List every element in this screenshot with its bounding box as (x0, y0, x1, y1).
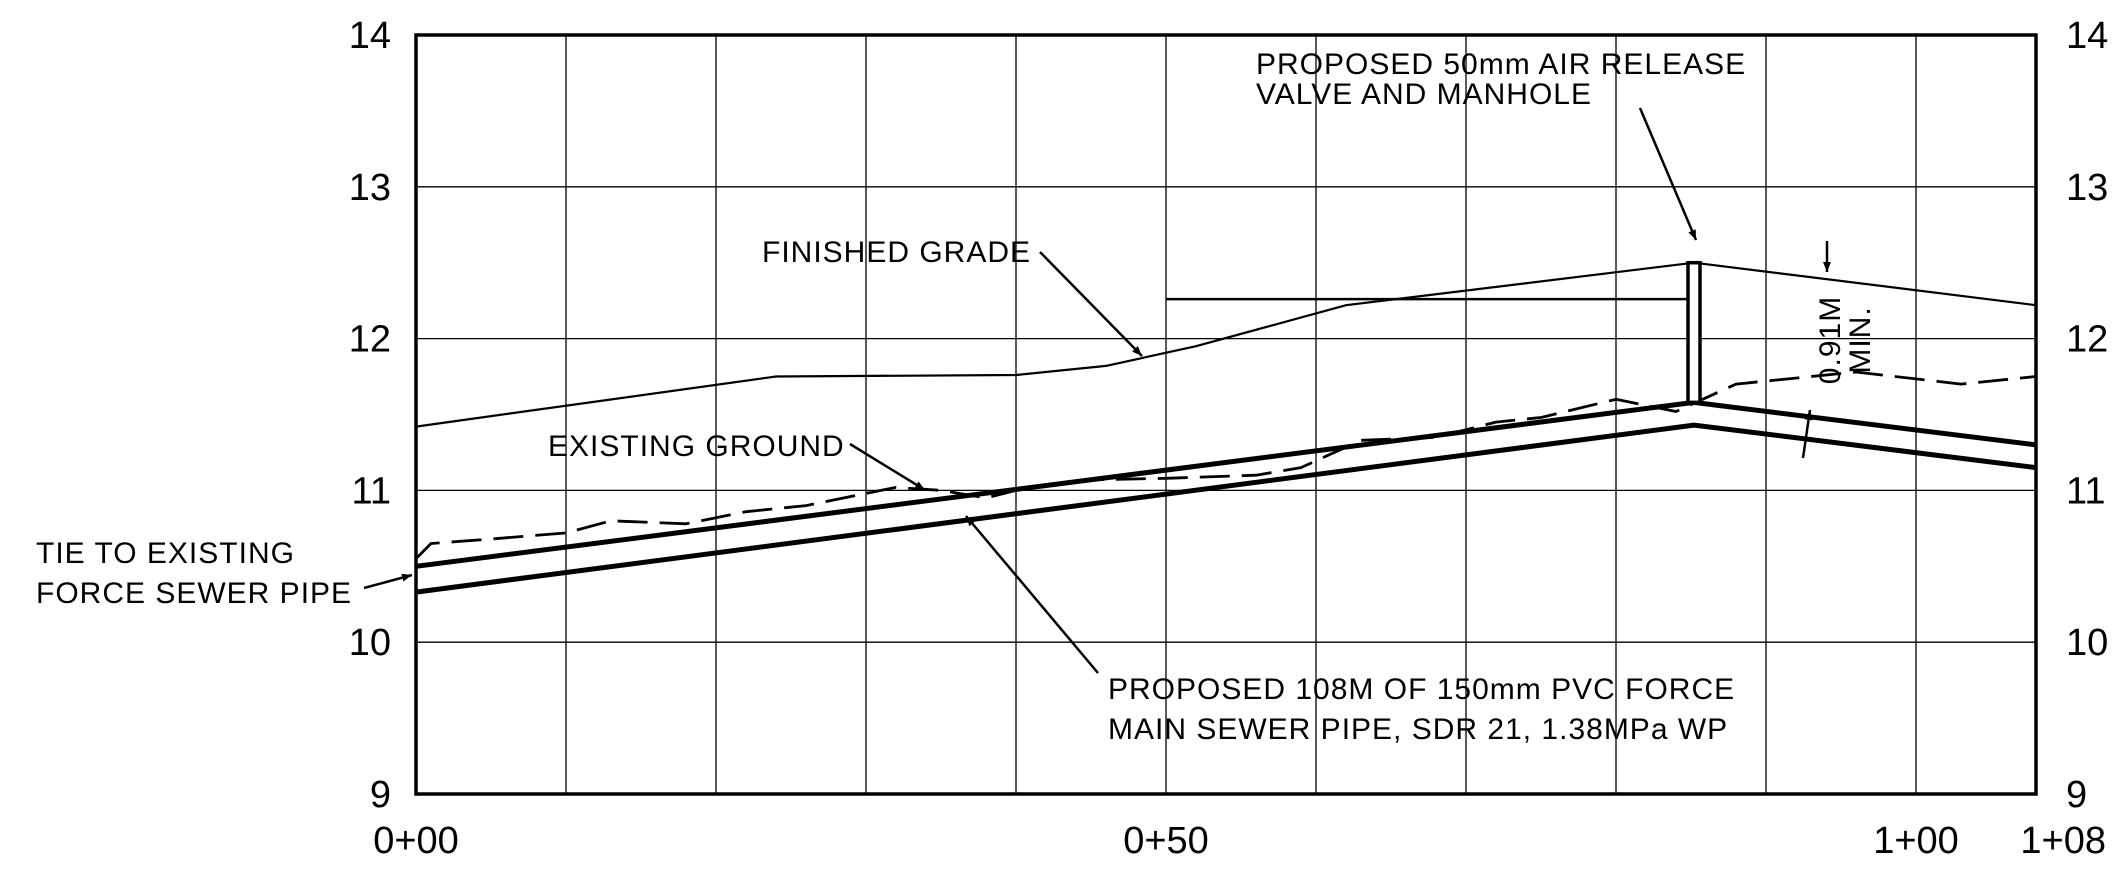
y-tick-label-right: 9 (2066, 774, 2087, 816)
series-existing-ground (415, 370, 2037, 560)
axes: 9 9 10 10 11 11 12 12 13 13 14 14 0+00 0+50 1+00 1+08 (349, 15, 2109, 862)
annotation-tie-existing: FORCE SEWER PIPE (36, 577, 352, 610)
cover-bottom-leader (1801, 409, 1813, 459)
cover-min-label: MIN. (1844, 306, 1877, 373)
annotation-air-release: PROPOSED 50mm AIR RELEASE (1256, 48, 1746, 81)
series (415, 261, 2037, 595)
y-tick-label-right: 14 (2066, 15, 2108, 57)
cover-min-label: 0.91M (1814, 296, 1847, 384)
finished-grade-leader (1039, 251, 1143, 357)
y-tick-label-left: 14 (349, 15, 391, 57)
y-tick-label-left: 13 (349, 167, 391, 209)
annotation-finished-grade: FINISHED GRADE (762, 236, 1031, 269)
annotation-proposed-pipe: PROPOSED 108M OF 150mm PVC FORCE (1108, 673, 1735, 706)
y-tick-label-left: 12 (349, 319, 391, 361)
series-finished-grade (415, 261, 2037, 428)
tie-existing-leader (363, 573, 413, 590)
plot-frame (414, 33, 2038, 796)
air-release-leader (1638, 107, 1698, 241)
series-pipe-bottom (415, 422, 2037, 595)
y-tick-label-left: 10 (349, 622, 391, 664)
x-tick-label: 1+08 (2020, 820, 2106, 862)
manhole (1686, 260, 1702, 405)
existing-ground-leader (849, 442, 926, 492)
features (1166, 260, 1702, 405)
x-tick-label: 0+00 (373, 820, 459, 862)
y-tick-label-right: 13 (2066, 167, 2108, 209)
y-tick-label-left: 11 (352, 470, 391, 512)
annotation-air-release: VALVE AND MANHOLE (1256, 78, 1592, 111)
y-tick-label-right: 10 (2066, 622, 2108, 664)
proposed-pipe-leader (965, 515, 1099, 674)
annotation-tie-existing: TIE TO EXISTING (36, 537, 295, 570)
y-tick-label-right: 12 (2066, 319, 2108, 361)
x-tick-label: 1+00 (1873, 820, 1959, 862)
annotation-proposed-pipe: MAIN SEWER PIPE, SDR 21, 1.38MPa WP (1108, 713, 1728, 746)
y-tick-label-right: 11 (2066, 470, 2105, 512)
annotation-existing-ground: EXISTING GROUND (548, 430, 845, 463)
y-tick-label-left: 9 (370, 774, 391, 816)
x-tick-label: 0+50 (1123, 820, 1209, 862)
